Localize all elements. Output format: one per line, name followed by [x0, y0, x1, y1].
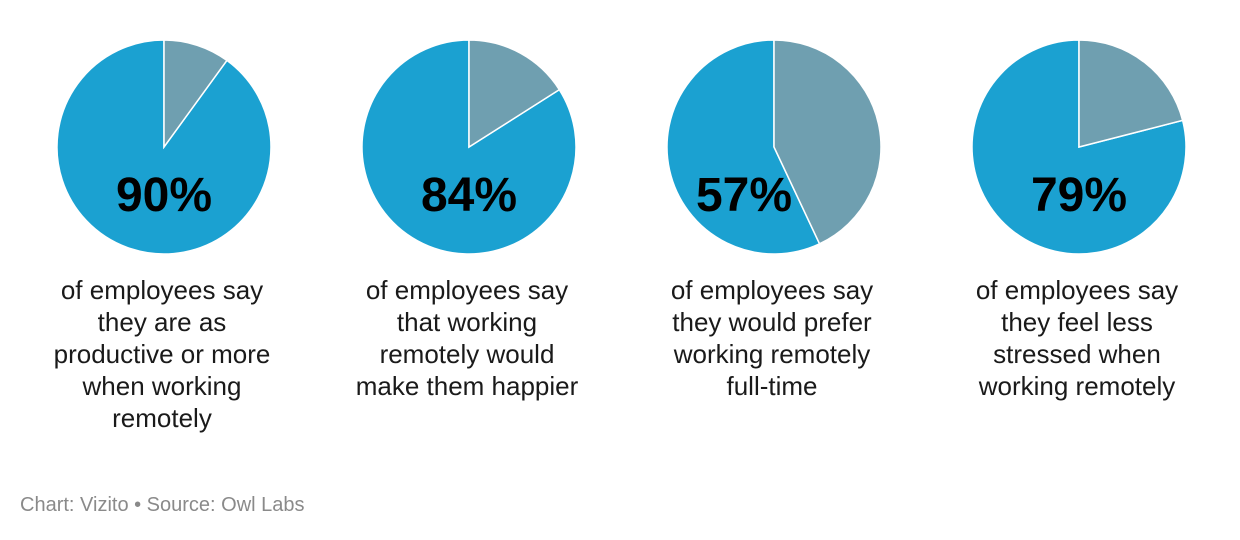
- pie-chart-4: 79%: [971, 39, 1187, 255]
- pie-value-label-1: 90%: [116, 169, 212, 222]
- pie-slice-remainder-3: [773, 39, 882, 245]
- pie-slice-main-4: [971, 39, 1187, 255]
- pie-slice-remainder-2: [468, 39, 561, 149]
- pie-value-label-4: 79%: [1031, 169, 1127, 222]
- pie-panel-2: 84% of employees say that working remote…: [317, 38, 617, 438]
- pie-chart-2: 84%: [361, 39, 577, 255]
- pie-panel-4: 79% of employees say they feel less stre…: [927, 38, 1227, 438]
- pie-chart-3: 57%: [666, 39, 882, 255]
- chart-source-footer: Chart: Vizito • Source: Owl Labs: [20, 494, 305, 516]
- pie-chart-1: 90%: [56, 39, 272, 255]
- pie-slice-remainder-4: [1078, 39, 1184, 148]
- pie-panel-3: 57% of employees say they would prefer w…: [622, 38, 922, 438]
- pie-panel-1: 90% of employees say they are as product…: [12, 38, 312, 438]
- pie-value-label-2: 84%: [421, 169, 517, 222]
- pie-caption-3: of employees say they would prefer worki…: [670, 275, 874, 401]
- pie-slice-main-3: [666, 39, 821, 255]
- pie-caption-2: of employees say that working remotely w…: [355, 275, 579, 401]
- pie-caption-1: of employees say they are as productive …: [53, 275, 271, 433]
- pie-value-label-3: 57%: [696, 169, 792, 222]
- pie-slice-remainder-1: [163, 39, 228, 150]
- pie-slice-main-2: [361, 39, 577, 255]
- pie-caption-4: of employees say they feel less stressed…: [975, 275, 1179, 401]
